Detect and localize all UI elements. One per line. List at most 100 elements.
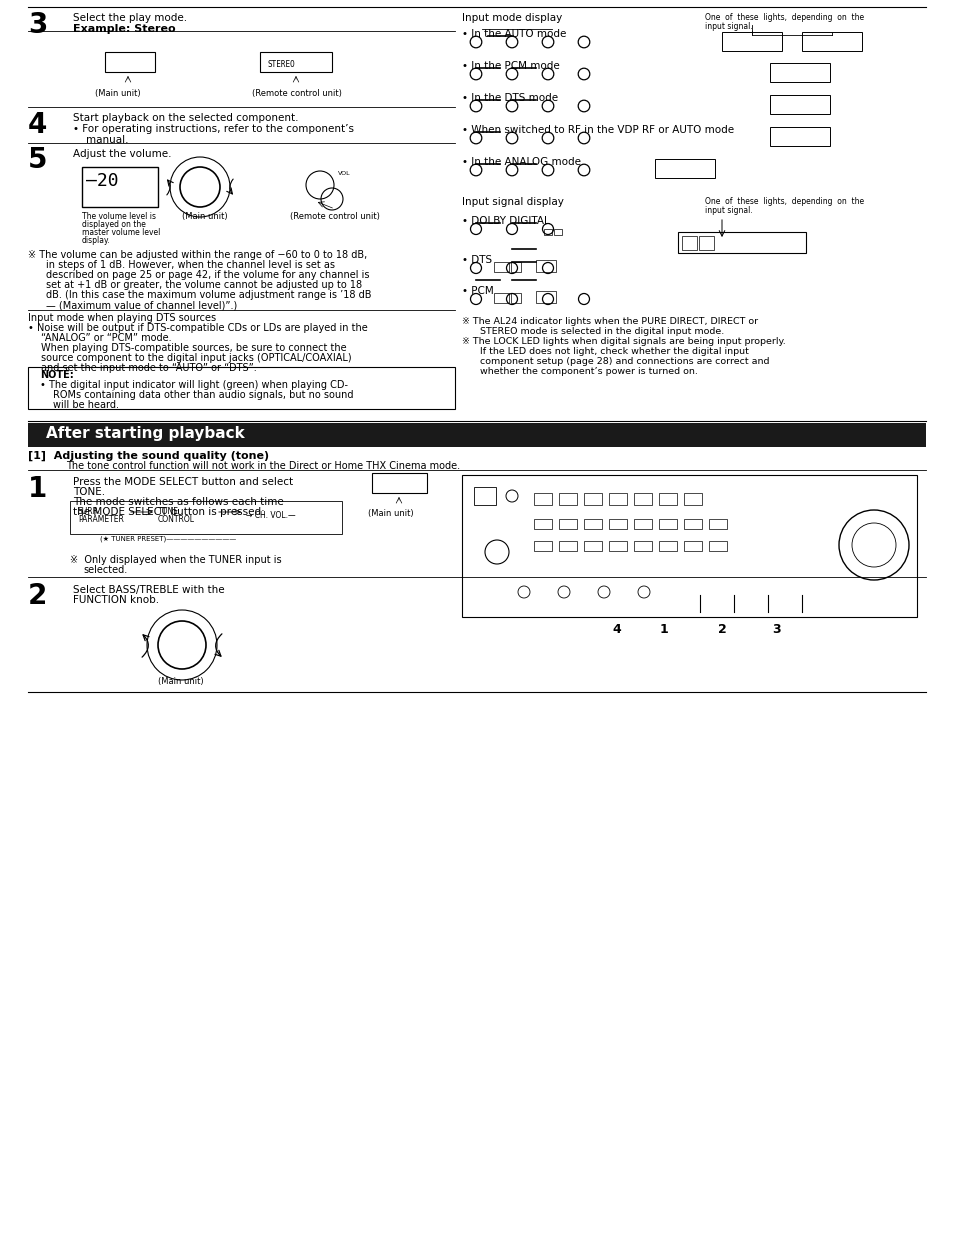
Bar — [534, 520, 552, 529]
Bar — [608, 541, 626, 550]
Text: 1: 1 — [28, 475, 48, 503]
Bar — [28, 423, 925, 447]
Bar — [655, 160, 714, 178]
Text: One  of  these  lights,  depending  on  the: One of these lights, depending on the — [704, 197, 863, 207]
Text: manual.: manual. — [86, 135, 129, 145]
Text: (Main unit): (Main unit) — [368, 508, 414, 518]
Text: Input mode when playing DTS sources: Input mode when playing DTS sources — [28, 313, 216, 323]
Text: Input signal display: Input signal display — [461, 197, 563, 207]
Bar — [608, 494, 626, 505]
Text: Adjust the volume.: Adjust the volume. — [73, 148, 172, 160]
Text: 1: 1 — [659, 623, 668, 636]
Bar — [494, 293, 509, 303]
Bar — [70, 501, 341, 534]
Bar — [260, 52, 332, 72]
Text: • For operating instructions, refer to the component’s: • For operating instructions, refer to t… — [73, 124, 354, 134]
Text: → CH. VOL.—: → CH. VOL.— — [246, 511, 295, 520]
Text: 3: 3 — [28, 11, 48, 40]
Bar — [681, 236, 697, 250]
Text: (Main unit): (Main unit) — [158, 677, 203, 687]
Text: ‒20: ‒20 — [86, 172, 118, 190]
Bar — [634, 494, 651, 505]
Text: ※  Only displayed when the TUNER input is: ※ Only displayed when the TUNER input is — [70, 555, 281, 565]
Text: • In the ANALOG mode: • In the ANALOG mode — [461, 157, 580, 167]
Text: When playing DTS-compatible sources, be sure to connect the: When playing DTS-compatible sources, be … — [41, 343, 346, 353]
Text: The mode switches as follows each time: The mode switches as follows each time — [73, 497, 283, 507]
Bar — [699, 236, 713, 250]
Text: • In the PCM mode: • In the PCM mode — [461, 61, 559, 71]
Text: The volume level is: The volume level is — [82, 212, 156, 221]
Text: Example: Stereo: Example: Stereo — [73, 24, 175, 33]
Text: “ANALOG” or “PCM” mode.: “ANALOG” or “PCM” mode. — [41, 333, 172, 343]
Text: CONTROL: CONTROL — [158, 515, 194, 524]
Text: • In the DTS mode: • In the DTS mode — [461, 93, 558, 103]
Text: VOL: VOL — [337, 171, 351, 176]
Text: SURR.: SURR. — [78, 507, 101, 516]
Text: 4: 4 — [612, 623, 620, 636]
Text: Select the play mode.: Select the play mode. — [73, 14, 187, 24]
Bar — [678, 233, 805, 254]
Text: master volume level: master volume level — [82, 228, 160, 238]
Text: 2: 2 — [28, 581, 48, 610]
Text: STEREO: STEREO — [267, 61, 294, 69]
Text: TONE: TONE — [158, 507, 179, 516]
Text: whether the component’s power is turned on.: whether the component’s power is turned … — [479, 367, 698, 376]
Bar — [461, 475, 916, 617]
Bar — [583, 520, 601, 529]
Bar — [558, 520, 577, 529]
Bar — [721, 32, 781, 51]
Bar — [769, 127, 829, 146]
Text: source component to the digital input jacks (OPTICAL/COAXIAL): source component to the digital input ja… — [41, 353, 352, 362]
Bar — [28, 367, 455, 409]
Text: (Remote control unit): (Remote control unit) — [290, 212, 379, 221]
Bar — [558, 494, 577, 505]
Text: (★ TUNER PRESET)——————————: (★ TUNER PRESET)—————————— — [100, 534, 236, 542]
Text: in steps of 1 dB. However, when the channel level is set as: in steps of 1 dB. However, when the chan… — [46, 260, 335, 270]
Bar — [769, 95, 829, 114]
Text: input signal.: input signal. — [704, 207, 752, 215]
Text: • DOLBY DIGITAL: • DOLBY DIGITAL — [461, 216, 549, 226]
Bar — [554, 229, 561, 235]
Text: After starting playback: After starting playback — [46, 426, 245, 442]
Bar — [494, 262, 509, 272]
Bar — [634, 520, 651, 529]
Bar — [82, 167, 158, 207]
Bar — [769, 63, 829, 82]
Text: dB. (In this case the maximum volume adjustment range is ’18 dB: dB. (In this case the maximum volume adj… — [46, 289, 371, 301]
Text: (Main unit): (Main unit) — [182, 212, 228, 221]
Bar — [558, 541, 577, 550]
Bar — [474, 487, 496, 505]
Bar — [608, 520, 626, 529]
Text: • The digital input indicator will light (green) when playing CD-: • The digital input indicator will light… — [40, 380, 348, 390]
Text: set at +1 dB or greater, the volume cannot be adjusted up to 18: set at +1 dB or greater, the volume cann… — [46, 280, 362, 289]
Bar — [372, 473, 427, 494]
Text: 3: 3 — [771, 623, 780, 636]
Text: NOTE:: NOTE: — [40, 370, 73, 380]
Text: TONE.: TONE. — [73, 487, 105, 497]
Text: 5: 5 — [28, 146, 48, 174]
Bar — [708, 520, 726, 529]
Text: described on page 25 or page 42, if the volume for any channel is: described on page 25 or page 42, if the … — [46, 270, 369, 280]
Text: ROMs containing data other than audio signals, but no sound: ROMs containing data other than audio si… — [53, 390, 354, 400]
Text: (Main unit): (Main unit) — [95, 89, 140, 98]
Text: displayed on the: displayed on the — [82, 220, 146, 229]
Bar — [659, 494, 677, 505]
Bar — [634, 541, 651, 550]
Text: (Remote control unit): (Remote control unit) — [252, 89, 341, 98]
Text: ※ The volume can be adjusted within the range of −60 to 0 to 18 dB,: ※ The volume can be adjusted within the … — [28, 250, 367, 260]
Text: ※ The LOCK LED lights when digital signals are being input properly.: ※ The LOCK LED lights when digital signa… — [461, 336, 785, 346]
Text: FUNCTION knob.: FUNCTION knob. — [73, 595, 159, 605]
Bar — [511, 262, 520, 272]
Text: • Noise will be output if DTS-compatible CDs or LDs are played in the: • Noise will be output if DTS-compatible… — [28, 323, 367, 333]
Text: • In the AUTO mode: • In the AUTO mode — [461, 28, 566, 40]
Text: input signal.: input signal. — [704, 22, 752, 31]
Text: The tone control function will not work in the Direct or Home THX Cinema mode.: The tone control function will not work … — [66, 461, 459, 471]
Text: — (Maximum value of channel level)”.): — (Maximum value of channel level)”.) — [46, 301, 237, 310]
Bar — [583, 541, 601, 550]
Bar — [105, 52, 154, 72]
Text: 4: 4 — [28, 111, 48, 139]
Text: [1]  Adjusting the sound quality (tone): [1] Adjusting the sound quality (tone) — [28, 452, 269, 461]
Bar — [683, 494, 701, 505]
Text: • When switched to RF in the VDP RF or AUTO mode: • When switched to RF in the VDP RF or A… — [461, 125, 734, 135]
Bar — [534, 541, 552, 550]
